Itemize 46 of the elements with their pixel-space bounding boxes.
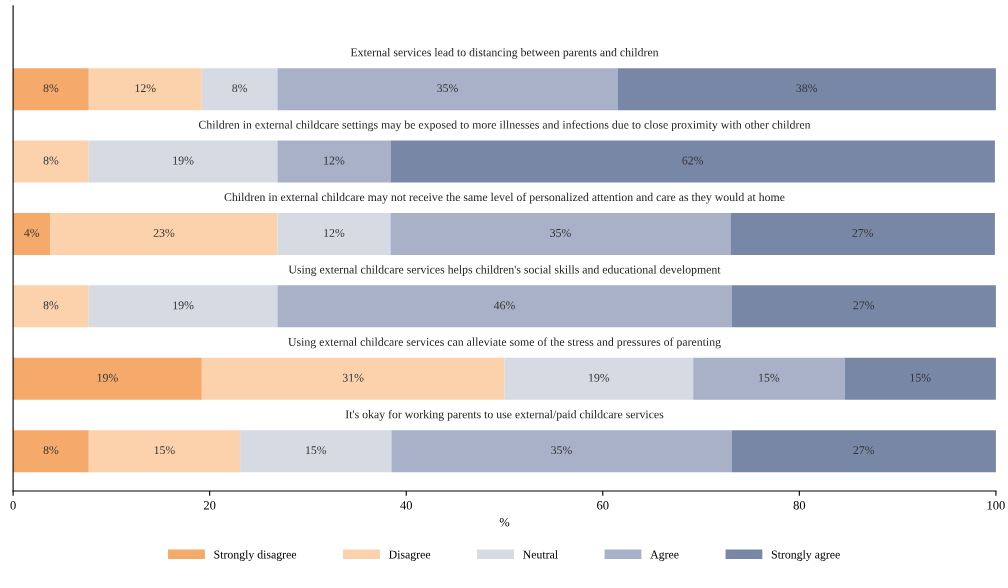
x-tick-label: 20 (203, 501, 216, 510)
x-tick-label: 80 (793, 501, 806, 510)
data-label: 8% (43, 156, 59, 165)
data-label: 35% (551, 446, 572, 455)
legend-label: Strongly disagree (214, 550, 297, 561)
data-label: 38% (796, 84, 818, 93)
data-label: 12% (324, 228, 345, 237)
data-label: 8% (43, 301, 59, 310)
data-label: 19% (173, 301, 194, 310)
y-tick-label: External services lead to distancing between parents and children (350, 47, 659, 59)
data-label: 15% (154, 446, 175, 455)
x-tick-label: 0 (10, 501, 16, 510)
y-tick-label: Using external childcare services helps children's social skills and educational development (288, 265, 721, 276)
y-tick-label: It's okay for working parents to use external/paid childcare services (345, 409, 664, 421)
data-label: 27% (853, 446, 875, 455)
data-label: 19% (173, 156, 194, 165)
data-label: 8% (43, 446, 59, 455)
data-label: 15% (306, 446, 327, 455)
data-label: 35% (437, 84, 458, 93)
data-label: 35% (550, 228, 571, 237)
data-label: 27% (853, 301, 875, 310)
data-label: 12% (324, 156, 345, 165)
legend-label: Agree (650, 550, 679, 561)
x-tick-label: 40 (400, 501, 412, 510)
legend-label: Neutral (523, 550, 558, 559)
data-label: 46% (493, 301, 515, 310)
x-tick-label: 60 (597, 501, 609, 510)
data-label: 4% (24, 228, 40, 237)
data-label: 27% (852, 228, 874, 237)
data-label: 15% (759, 373, 780, 382)
data-label: 12% (135, 84, 156, 93)
y-tick-label: Children in external childcare settings may be exposed to more illnesses and infections due to close proximity with other children (198, 120, 811, 132)
data-label: 8% (43, 84, 59, 93)
data-label: 62% (682, 156, 704, 165)
data-label: 8% (232, 84, 248, 93)
legend-label: Strongly agree (771, 550, 840, 561)
data-label: 19% (97, 373, 118, 382)
legend-label: Disagree (388, 550, 431, 561)
data-label: 31% (342, 373, 364, 382)
data-label: 23% (153, 228, 175, 237)
y-tick-label: Children in external childcare may not receive the same level of personalized attention and care as they would at home (224, 192, 785, 204)
y-tick-label: Using external childcare services can alleviate some of the stress and pressures of parenting (288, 337, 721, 349)
x-tick-label: 100 (987, 501, 1005, 510)
data-label: 15% (910, 373, 931, 382)
data-label: 19% (589, 373, 610, 382)
x-axis-title: % (499, 517, 510, 527)
